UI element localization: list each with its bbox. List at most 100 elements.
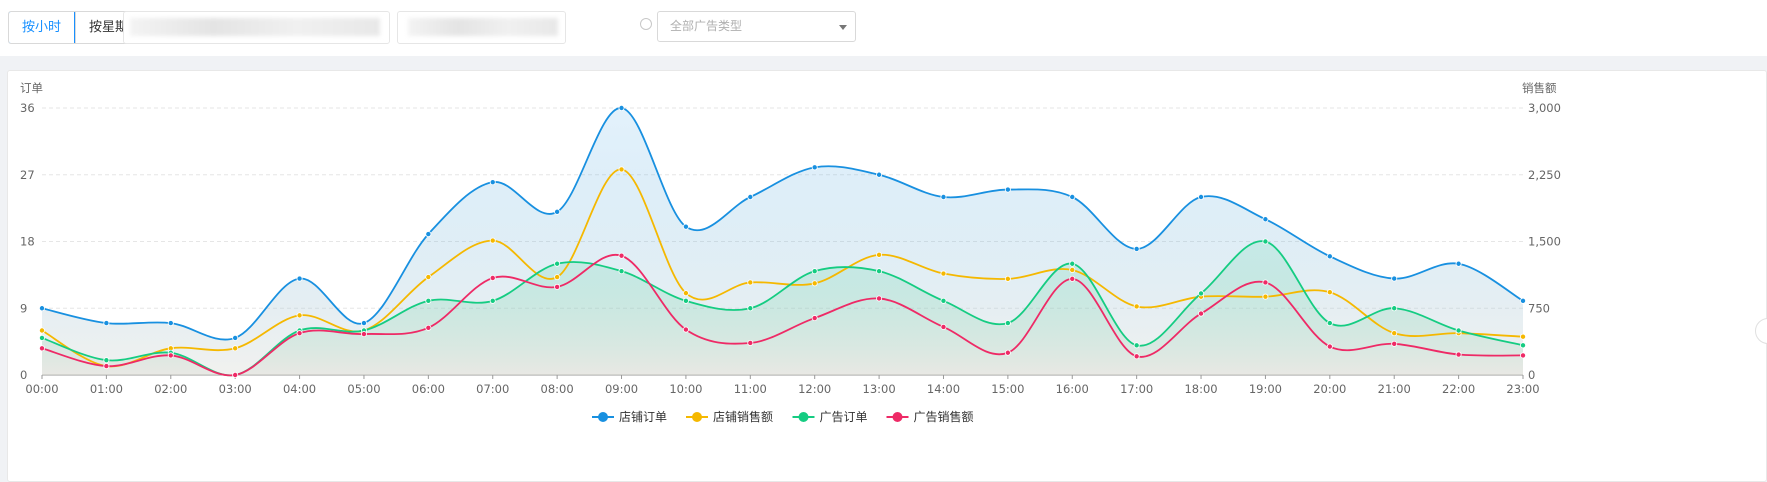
x-tick-label: 03:00 (219, 382, 252, 396)
legend-label: 店铺销售额 (713, 409, 773, 424)
data-point (38, 345, 45, 352)
data-point (425, 324, 432, 331)
data-point (103, 320, 110, 327)
data-point (103, 363, 110, 370)
ad-type-select[interactable]: 全部广告类型 (657, 11, 856, 42)
data-point (1069, 266, 1076, 273)
data-point (618, 105, 625, 112)
left-tick-label: 36 (20, 101, 35, 115)
data-point (1455, 351, 1462, 358)
data-point (103, 357, 110, 364)
data-point (489, 274, 496, 281)
data-point (296, 312, 303, 319)
x-tick-label: 22:00 (1442, 382, 1475, 396)
right-tick-label: 1,500 (1528, 235, 1561, 249)
data-point (360, 331, 367, 338)
legend-swatch-dot (692, 412, 702, 422)
data-point (682, 326, 689, 333)
data-point (811, 280, 818, 287)
x-tick-label: 20:00 (1313, 382, 1346, 396)
left-axis-title: 订单 (20, 81, 43, 95)
x-tick-label: 10:00 (669, 382, 702, 396)
data-point (1069, 260, 1076, 267)
by-week-button[interactable]: 按星期 (75, 12, 141, 43)
clock-icon (640, 18, 652, 30)
data-point (1133, 245, 1140, 252)
data-point (554, 260, 561, 267)
x-tick-label: 13:00 (863, 382, 896, 396)
data-point (876, 251, 883, 258)
data-point (554, 208, 561, 215)
redacted-value (130, 18, 380, 36)
data-point (1133, 353, 1140, 360)
data-point (554, 283, 561, 290)
data-point (38, 327, 45, 334)
left-tick-label: 9 (20, 301, 27, 315)
orders-sales-chart: 0 9 18 27 36 0 750 1,500 2,250 3,000 订单 销售额 00:00 01:… (20, 81, 1561, 424)
x-tick-label: 08:00 (541, 382, 574, 396)
data-point (747, 305, 754, 312)
data-point (618, 166, 625, 173)
x-tick-label: 06:00 (412, 382, 445, 396)
data-point (747, 279, 754, 286)
x-tick-label: 00:00 (25, 382, 58, 396)
legend-swatch-dot (598, 412, 608, 422)
data-point (1198, 290, 1205, 297)
right-axis-title: 销售额 (1522, 81, 1557, 95)
data-point (1520, 333, 1527, 340)
data-point (167, 352, 174, 359)
data-point (1520, 342, 1527, 349)
data-point (811, 315, 818, 322)
right-tick-label: 3,000 (1528, 101, 1561, 115)
x-tick-label: 01:00 (90, 382, 123, 396)
data-point (232, 334, 239, 341)
right-tick-label: 2,250 (1528, 168, 1561, 182)
chart-card: 0 9 18 27 36 0 750 1,500 2,250 3,000 订单 销售额 00:00 01:… (7, 70, 1767, 482)
data-point (1520, 352, 1527, 359)
data-point (1004, 349, 1011, 356)
data-point (1520, 297, 1527, 304)
data-point (296, 330, 303, 337)
data-point (940, 270, 947, 277)
data-point (1198, 310, 1205, 317)
data-point (232, 371, 239, 378)
data-point (618, 252, 625, 259)
left-tick-label: 18 (20, 235, 35, 249)
data-point (1262, 216, 1269, 223)
data-point (489, 237, 496, 244)
legend-label: 店铺订单 (619, 410, 667, 424)
data-point (232, 345, 239, 352)
chevron-down-icon (839, 25, 847, 30)
data-point (489, 297, 496, 304)
data-point (1198, 194, 1205, 201)
data-point (1391, 275, 1398, 282)
x-tick-label: 05:00 (347, 382, 380, 396)
x-tick-label: 17:00 (1120, 382, 1153, 396)
data-point (1326, 289, 1333, 296)
data-point (876, 171, 883, 178)
data-point (1069, 275, 1076, 282)
data-point (296, 275, 303, 282)
date-range-picker[interactable] (397, 11, 566, 44)
data-point (811, 164, 818, 171)
x-tick-label: 21:00 (1378, 382, 1411, 396)
data-point (940, 194, 947, 201)
store-select[interactable] (123, 11, 390, 44)
right-tick-label: 750 (1528, 301, 1550, 315)
data-point (1326, 253, 1333, 260)
left-tick-label: 0 (20, 368, 27, 382)
x-tick-label: 02:00 (154, 382, 187, 396)
x-tick-label: 23:00 (1506, 382, 1539, 396)
legend-swatch-dot (798, 412, 809, 422)
x-tick-label: 12:00 (798, 382, 831, 396)
data-point (1391, 340, 1398, 347)
data-point (618, 268, 625, 275)
x-tick-label: 16:00 (1056, 382, 1089, 396)
data-point (38, 305, 45, 312)
data-point (1455, 260, 1462, 267)
by-hour-button[interactable]: 按小时 (9, 12, 76, 43)
x-tick-label: 04:00 (283, 382, 316, 396)
data-point (1262, 293, 1269, 300)
data-point (940, 323, 947, 330)
data-point (682, 290, 689, 297)
